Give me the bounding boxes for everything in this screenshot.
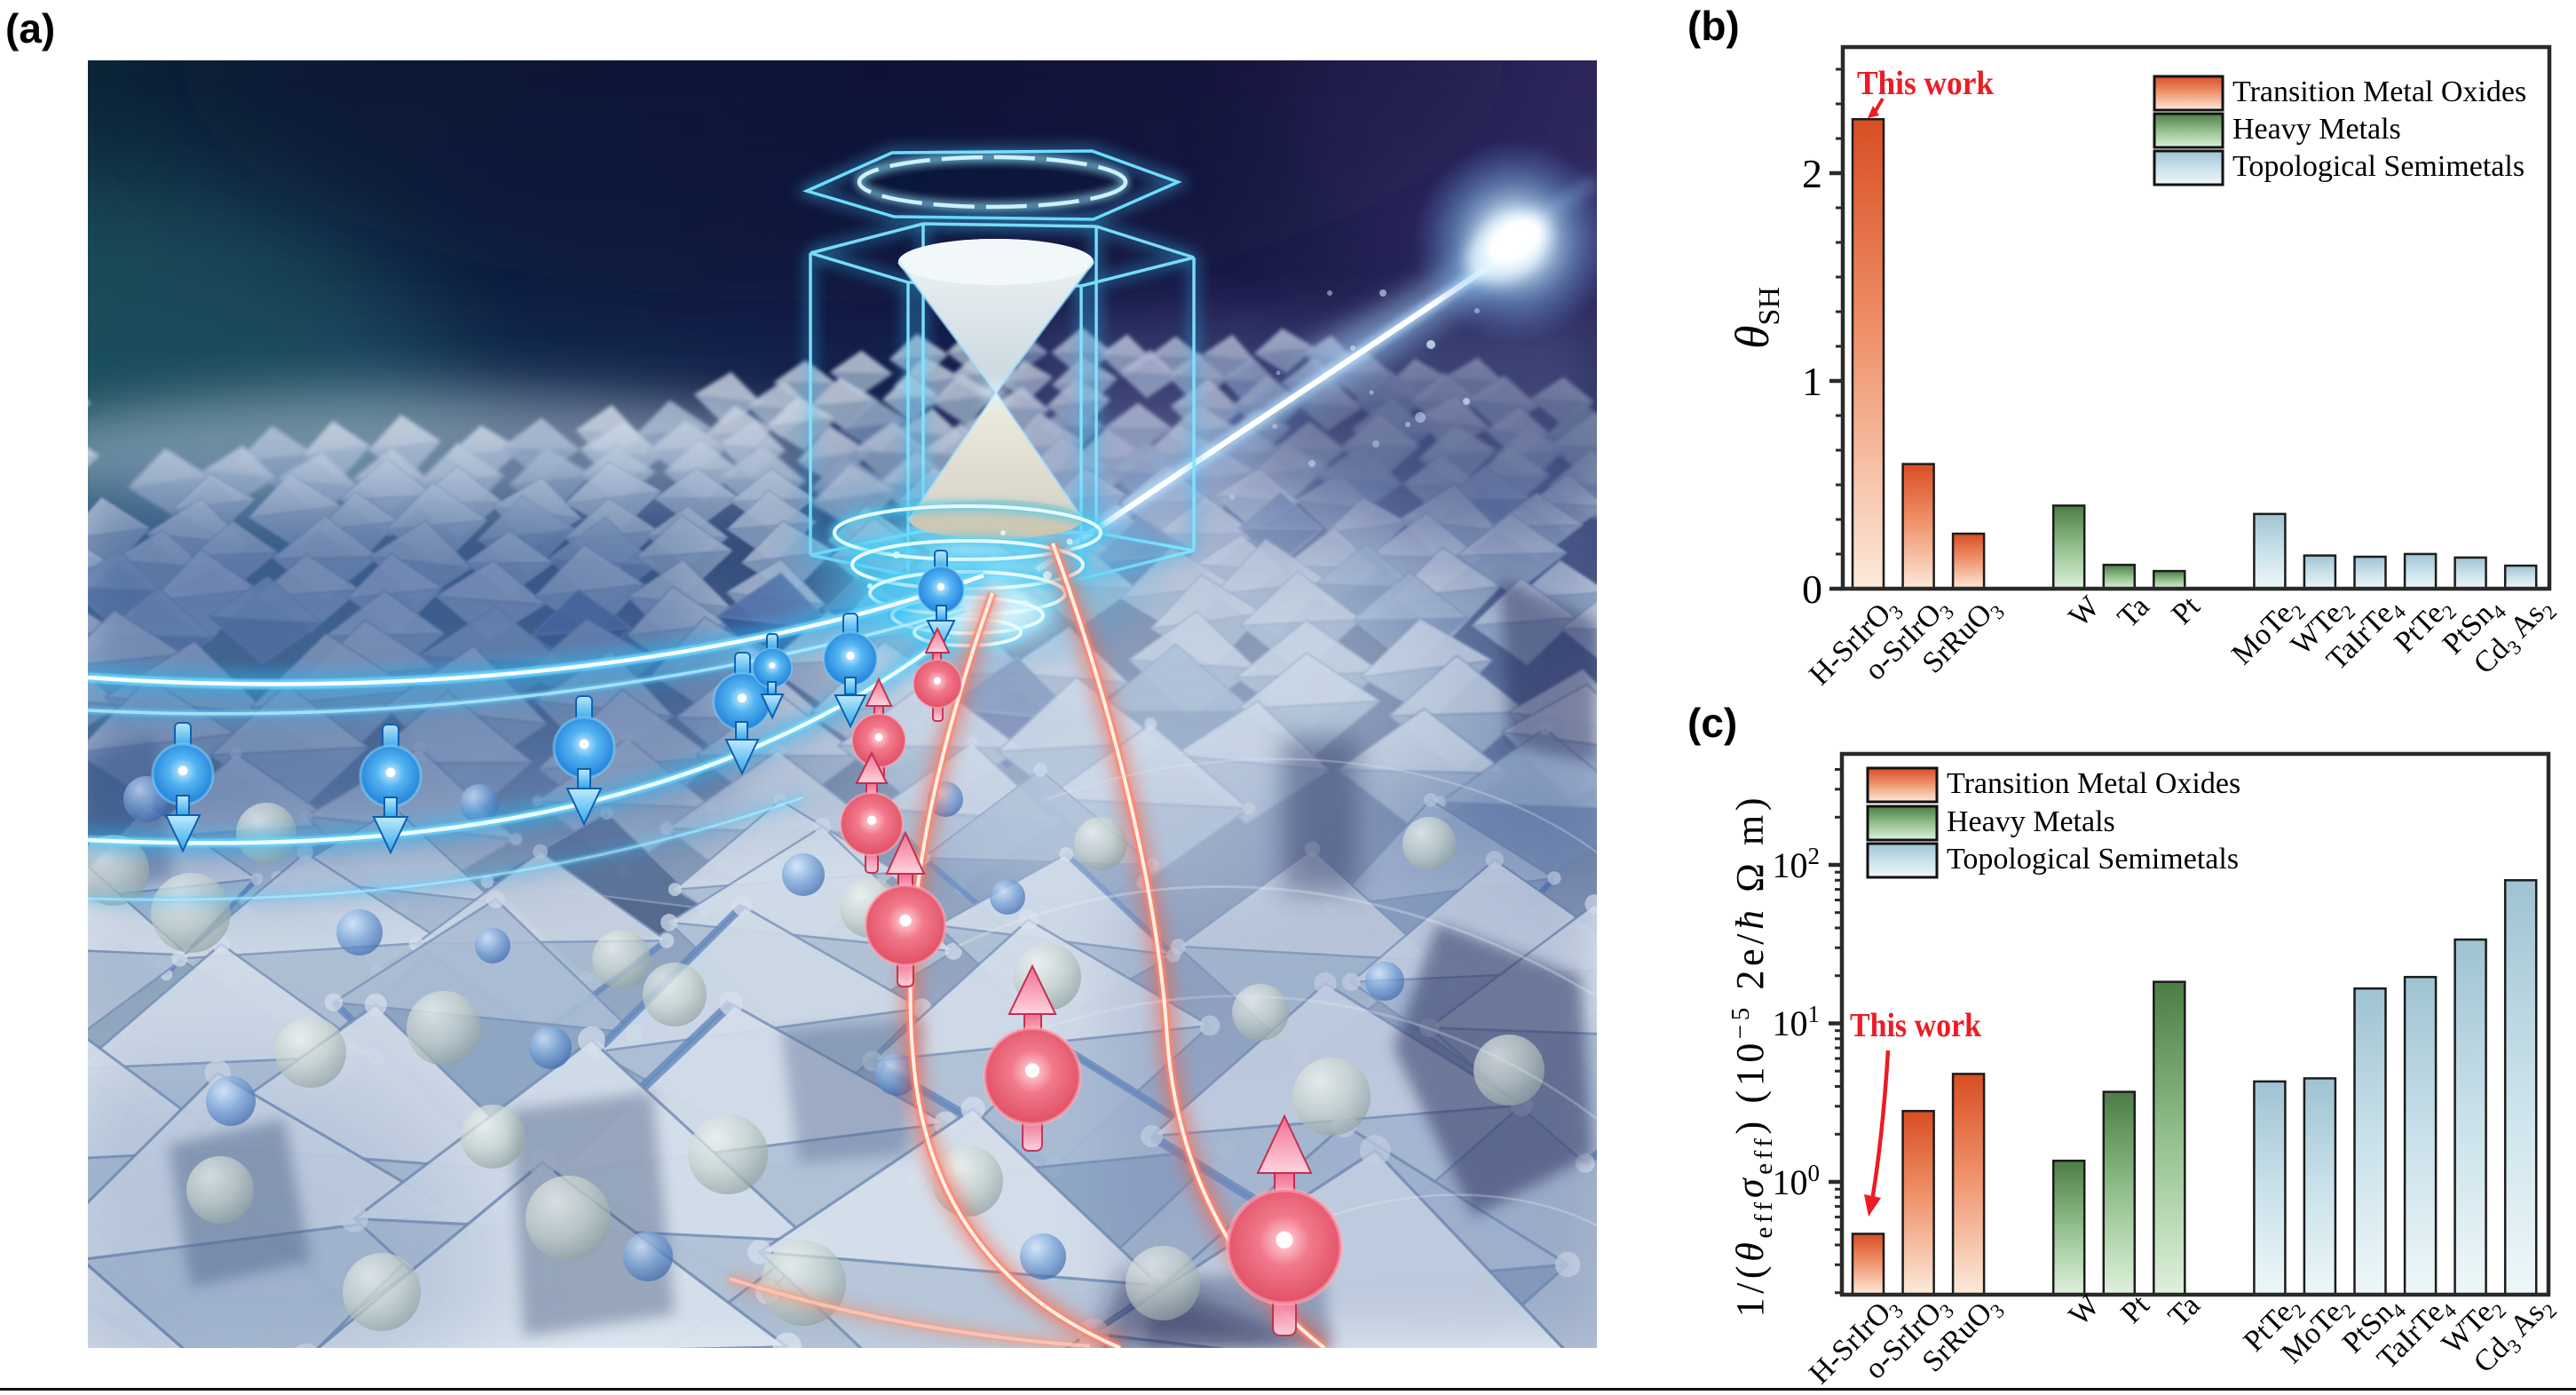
svg-text:This work: This work [1857, 65, 1995, 102]
svg-text:W: W [2063, 590, 2106, 633]
svg-text:1/(θeffσeff) (10−5 2e/ħ Ω m): 1/(θeffσeff) (10−5 2e/ħ Ω m) [1727, 798, 1778, 1318]
svg-text:Transition Metal Oxides: Transition Metal Oxides [1947, 767, 2240, 800]
svg-text:Ta: Ta [2112, 590, 2156, 634]
svg-text:100: 100 [1773, 1160, 1821, 1202]
svg-text:θSH: θSH [1726, 287, 1786, 349]
svg-text:Topological Semimetals: Topological Semimetals [2232, 150, 2525, 183]
svg-text:This work: This work [1850, 1007, 1982, 1044]
svg-text:0: 0 [1802, 567, 1822, 612]
svg-text:Transition Metal Oxides: Transition Metal Oxides [2232, 75, 2526, 108]
svg-text:Topological Semimetals: Topological Semimetals [1947, 843, 2239, 876]
svg-text:(c): (c) [1687, 700, 1737, 746]
svg-text:102: 102 [1773, 843, 1821, 885]
svg-text:101: 101 [1773, 1001, 1821, 1043]
svg-text:1: 1 [1802, 359, 1822, 404]
svg-text:(a): (a) [5, 5, 55, 52]
svg-text:Pt: Pt [2165, 590, 2207, 631]
svg-text:2: 2 [1802, 151, 1822, 196]
svg-text:Heavy Metals: Heavy Metals [1947, 805, 2115, 838]
svg-text:(b): (b) [1687, 3, 1740, 49]
svg-text:Heavy Metals: Heavy Metals [2232, 113, 2401, 146]
